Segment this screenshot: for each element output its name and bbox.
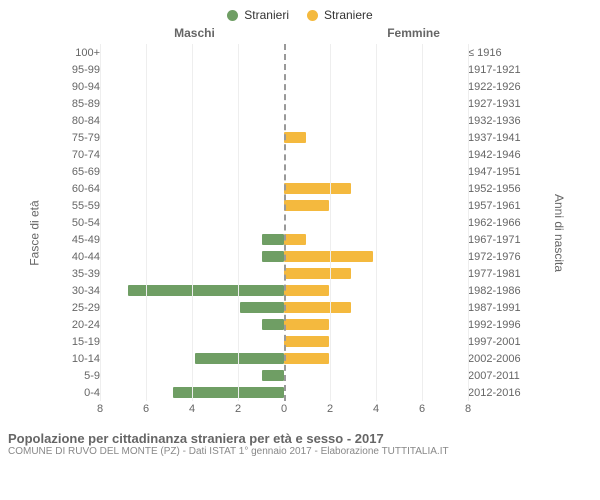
- chart-row: 35-391977-1981: [60, 265, 528, 282]
- chart-row: 5-92007-2011: [60, 367, 528, 384]
- birth-year-label: 1982-1986: [462, 285, 528, 297]
- chart-row: 95-991917-1921: [60, 61, 528, 78]
- chart-row: 50-541962-1966: [60, 214, 528, 231]
- birth-year-label: 1922-1926: [462, 81, 528, 93]
- chart-row: 40-441972-1976: [60, 248, 528, 265]
- chart-row: 65-691947-1951: [60, 163, 528, 180]
- bar-female: [284, 200, 329, 212]
- birth-year-label: 1962-1966: [462, 217, 528, 229]
- chart-row: 20-241992-1996: [60, 316, 528, 333]
- birth-year-label: 1942-1946: [462, 149, 528, 161]
- header-female: Femmine: [292, 26, 534, 40]
- x-tick: 8: [465, 403, 471, 415]
- x-tick: 8: [97, 403, 103, 415]
- chart-row: 100+≤ 1916: [60, 44, 528, 61]
- x-tick: 2: [235, 403, 241, 415]
- grid-line: [100, 44, 101, 401]
- birth-year-label: 1927-1931: [462, 98, 528, 110]
- chart-row: 90-941922-1926: [60, 78, 528, 95]
- birth-year-label: 1952-1956: [462, 183, 528, 195]
- grid-line: [330, 44, 331, 401]
- pyramid-chart: Fasce di età Anni di nascita 100+≤ 19169…: [0, 40, 600, 425]
- chart-row: 80-841932-1936: [60, 112, 528, 129]
- x-tick: 4: [373, 403, 379, 415]
- birth-year-label: 1972-1976: [462, 251, 528, 263]
- birth-year-label: 1992-1996: [462, 319, 528, 331]
- bar-male: [240, 302, 285, 314]
- bar-female: [284, 285, 329, 297]
- chart-row: 45-491967-1971: [60, 231, 528, 248]
- swatch-male-icon: [227, 10, 238, 21]
- bar-female: [284, 132, 306, 144]
- birth-year-label: 1917-1921: [462, 64, 528, 76]
- legend-female-label: Straniere: [324, 8, 373, 22]
- birth-year-label: 1967-1971: [462, 234, 528, 246]
- chart-row: 30-341982-1986: [60, 282, 528, 299]
- bar-female: [284, 302, 351, 314]
- chart-row: 0-42012-2016: [60, 384, 528, 401]
- grid-line: [238, 44, 239, 401]
- birth-year-label: 1997-2001: [462, 336, 528, 348]
- birth-year-label: 1987-1991: [462, 302, 528, 314]
- x-tick: 2: [327, 403, 333, 415]
- chart-row: 55-591957-1961: [60, 197, 528, 214]
- y-axis-left-title: Fasce di età: [28, 200, 42, 265]
- legend-male-label: Stranieri: [244, 8, 289, 22]
- grid-line: [422, 44, 423, 401]
- swatch-female-icon: [307, 10, 318, 21]
- header-male: Maschi: [47, 26, 293, 40]
- x-tick: 0: [281, 403, 287, 415]
- chart-row: 60-641952-1956: [60, 180, 528, 197]
- birth-year-label: 2002-2006: [462, 353, 528, 365]
- birth-year-label: ≤ 1916: [462, 47, 528, 59]
- birth-year-label: 2007-2011: [462, 370, 528, 382]
- bar-male: [262, 370, 284, 382]
- legend-male: Stranieri: [227, 8, 289, 22]
- bar-female: [284, 251, 373, 263]
- bar-male: [128, 285, 284, 297]
- chart-row: 75-791937-1941: [60, 129, 528, 146]
- bar-female: [284, 183, 351, 195]
- grid-line: [376, 44, 377, 401]
- grid-line: [146, 44, 147, 401]
- chart-row: 25-291987-1991: [60, 299, 528, 316]
- birth-year-label: 1932-1936: [462, 115, 528, 127]
- x-tick: 4: [189, 403, 195, 415]
- y-axis-right-title: Anni di nascita: [552, 193, 566, 271]
- birth-year-label: 2012-2016: [462, 387, 528, 399]
- birth-year-label: 1947-1951: [462, 166, 528, 178]
- chart-title: Popolazione per cittadinanza straniera p…: [8, 431, 592, 446]
- bar-female: [284, 336, 329, 348]
- chart-row: 15-191997-2001: [60, 333, 528, 350]
- legend: Stranieri Straniere: [0, 0, 600, 26]
- column-headers: Maschi Femmine: [0, 26, 600, 40]
- grid-line: [468, 44, 469, 401]
- legend-female: Straniere: [307, 8, 373, 22]
- bar-female: [284, 234, 306, 246]
- bar-female: [284, 353, 329, 365]
- bar-male: [262, 234, 284, 246]
- birth-year-label: 1937-1941: [462, 132, 528, 144]
- chart-row: 10-142002-2006: [60, 350, 528, 367]
- chart-row: 70-741942-1946: [60, 146, 528, 163]
- bar-male: [262, 319, 284, 331]
- chart-footer: Popolazione per cittadinanza straniera p…: [0, 425, 600, 457]
- chart-rows: 100+≤ 191695-991917-192190-941922-192685…: [60, 44, 528, 401]
- grid-line: [192, 44, 193, 401]
- x-tick: 6: [143, 403, 149, 415]
- x-tick: 6: [419, 403, 425, 415]
- bar-male: [262, 251, 284, 263]
- bar-male: [173, 387, 284, 399]
- x-axis: 8 6 4 2 0 2 4 6 8: [60, 403, 528, 421]
- birth-year-label: 1957-1961: [462, 200, 528, 212]
- chart-row: 85-891927-1931: [60, 95, 528, 112]
- bar-female: [284, 319, 329, 331]
- birth-year-label: 1977-1981: [462, 268, 528, 280]
- bar-female: [284, 268, 351, 280]
- chart-subtitle: COMUNE DI RUVO DEL MONTE (PZ) - Dati IST…: [8, 446, 592, 457]
- center-line: [284, 44, 286, 401]
- bar-male: [195, 353, 284, 365]
